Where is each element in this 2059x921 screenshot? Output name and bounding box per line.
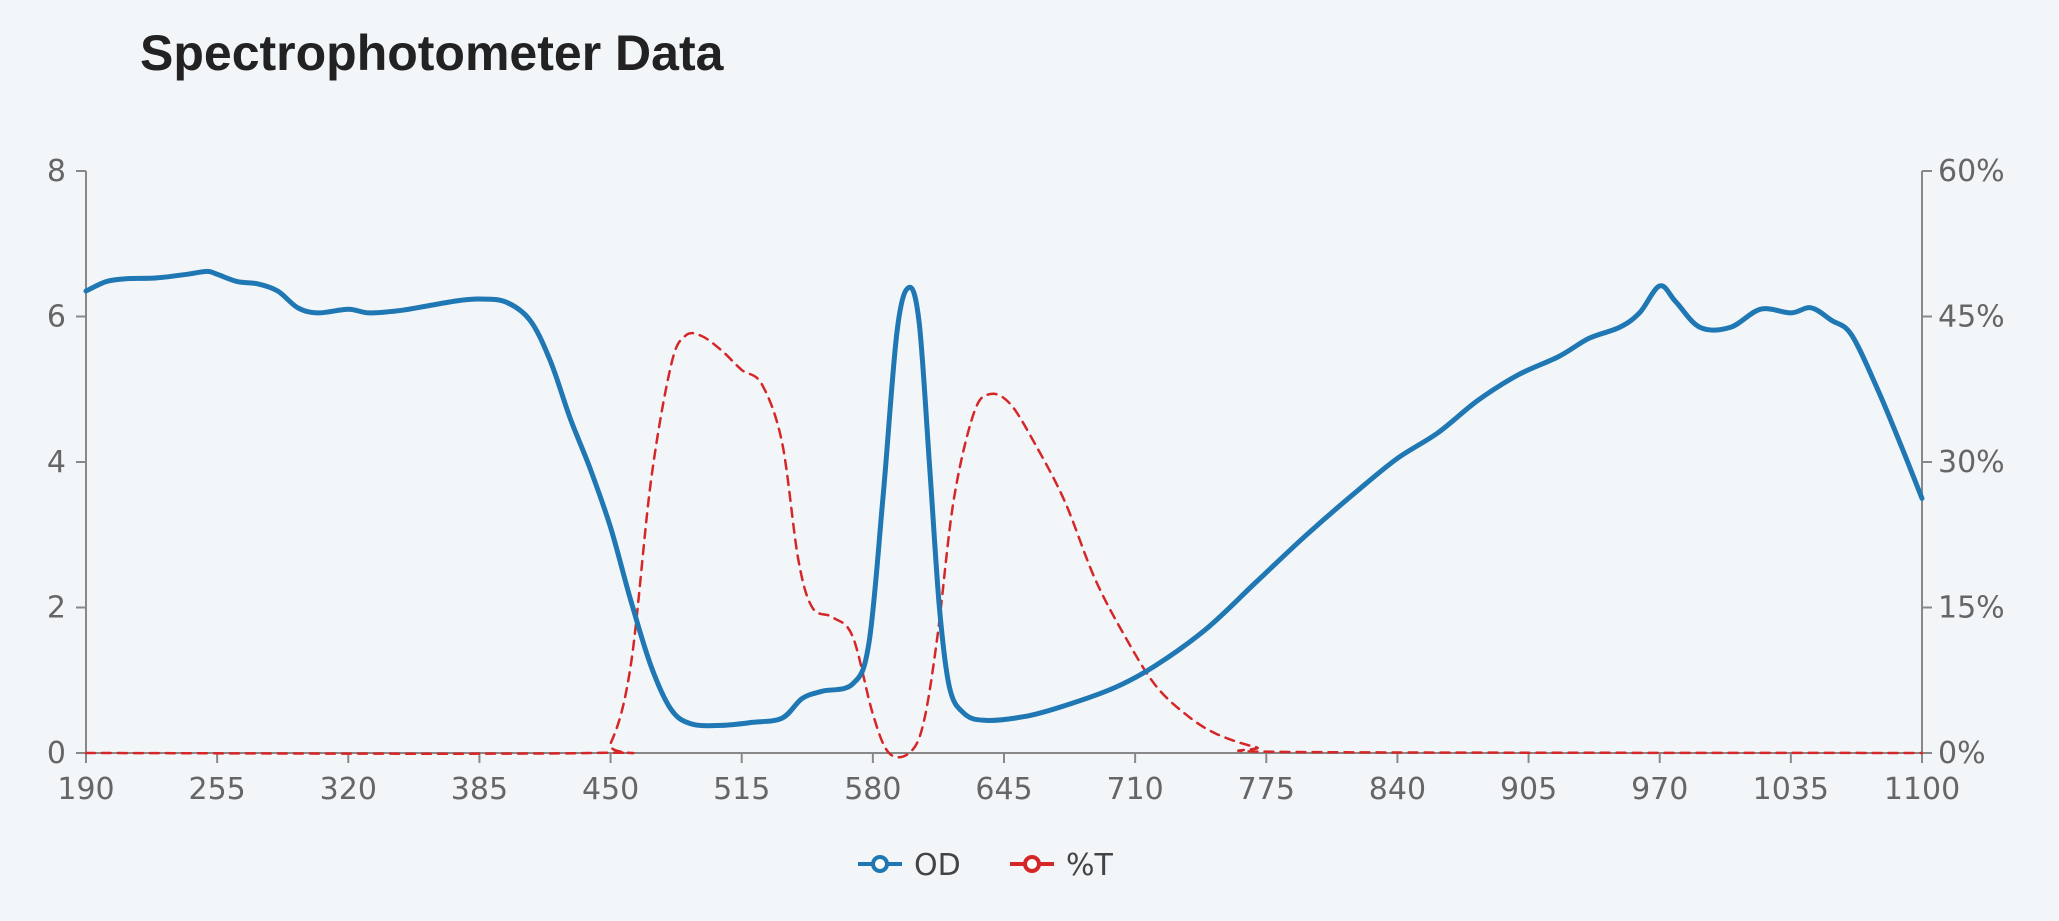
legend-label: %T <box>1066 848 1114 883</box>
x-tick-label: 320 <box>320 772 377 807</box>
legend-label: OD <box>914 848 961 883</box>
x-tick-label: 190 <box>57 772 114 807</box>
y-left-tick-label: 6 <box>47 300 66 335</box>
x-tick-label: 905 <box>1500 772 1557 807</box>
y-left-tick-label: 2 <box>47 591 66 626</box>
legend-marker-icon <box>1023 855 1041 873</box>
y-right-tick-label: 45% <box>1938 300 2005 335</box>
x-tick-label: 1035 <box>1753 772 1829 807</box>
x-tick-label: 255 <box>189 772 246 807</box>
legend-marker-icon <box>871 855 889 873</box>
y-left-tick-label: 4 <box>47 445 66 480</box>
x-tick-label: 775 <box>1238 772 1295 807</box>
y-right-tick-label: 15% <box>1938 591 2005 626</box>
od-series-line <box>83 268 1925 729</box>
y-right-tick-label: 0% <box>1938 736 1986 771</box>
y-right-tick-label: 30% <box>1938 445 2005 480</box>
transmittance-series-line <box>84 331 1924 759</box>
x-tick-label: 385 <box>451 772 508 807</box>
legend-item-t[interactable]: %T <box>1010 848 1114 883</box>
chart-title: Spectrophotometer Data <box>140 25 724 81</box>
x-tick-label: 580 <box>844 772 901 807</box>
x-tick-label: 970 <box>1631 772 1688 807</box>
legend-item-od[interactable]: OD <box>858 848 961 883</box>
x-tick-label: 1100 <box>1884 772 1960 807</box>
y-left-tick-label: 8 <box>47 154 66 189</box>
x-tick-label: 710 <box>1107 772 1164 807</box>
x-tick-label: 450 <box>582 772 639 807</box>
x-tick-label: 515 <box>713 772 770 807</box>
x-tick-label: 840 <box>1369 772 1426 807</box>
x-tick-label: 645 <box>975 772 1032 807</box>
y-left-tick-label: 0 <box>47 736 66 771</box>
y-right-tick-label: 60% <box>1938 154 2005 189</box>
